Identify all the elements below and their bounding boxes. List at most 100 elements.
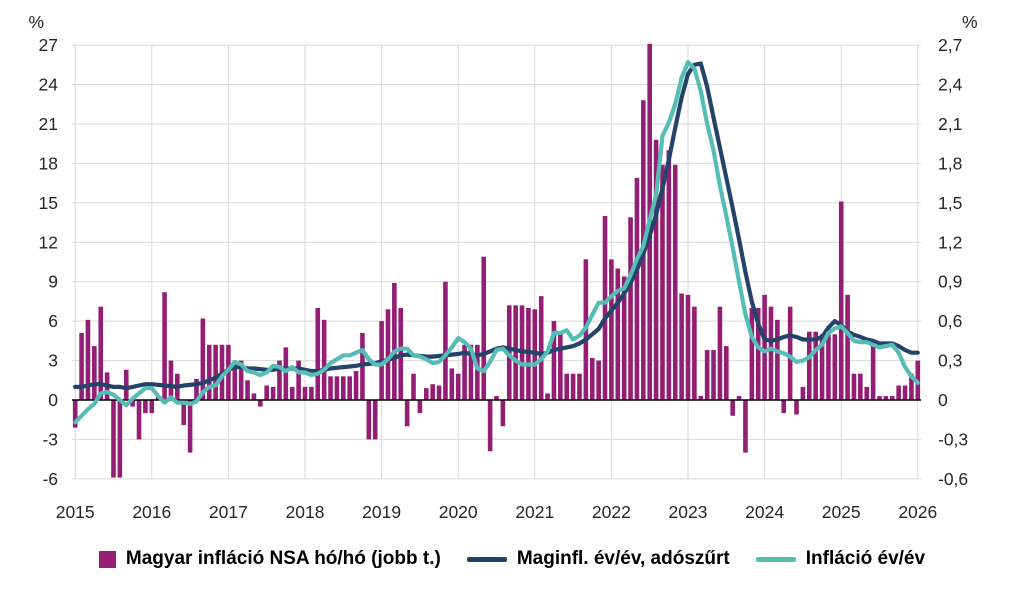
inflation-bar xyxy=(149,400,155,414)
inflation-bar xyxy=(232,360,238,400)
inflation-bar xyxy=(455,373,461,400)
inflation-bar xyxy=(372,400,378,440)
inflation-bar xyxy=(685,294,691,400)
core-line-swatch xyxy=(466,556,507,562)
inflation-bar xyxy=(251,393,257,400)
inflation-bar xyxy=(711,350,716,400)
inflation-bar xyxy=(679,293,684,400)
inflation-bar xyxy=(781,400,787,414)
left-axis-tick: 6 xyxy=(48,311,58,331)
inflation-bar xyxy=(347,376,352,400)
inflation-bar xyxy=(883,396,889,400)
inflation-bar xyxy=(315,307,321,400)
inflation-bar xyxy=(245,380,250,400)
inflation-bar xyxy=(187,400,193,453)
inflation-bar xyxy=(302,386,308,400)
inflation-bar xyxy=(423,388,429,400)
left-axis-tick: 12 xyxy=(39,232,58,252)
x-axis-year-label: 2018 xyxy=(286,502,325,522)
inflation-bar xyxy=(123,369,129,400)
inflation-bar xyxy=(385,309,391,400)
left-axis-tick: 18 xyxy=(39,153,58,173)
inflation-bar xyxy=(909,373,914,400)
inflation-bar xyxy=(602,215,608,400)
inflation-bar xyxy=(72,400,78,428)
inflation-bar xyxy=(392,283,397,400)
inflation-bar xyxy=(545,393,550,400)
inflation-bar xyxy=(98,306,104,400)
left-axis-tick: 9 xyxy=(48,272,58,292)
x-axis-year-label: 2024 xyxy=(745,502,784,522)
left-axis-tick: 21 xyxy=(39,114,58,134)
inflation-bar xyxy=(755,307,761,400)
x-axis-year-label: 2023 xyxy=(669,502,708,522)
inflation-bar xyxy=(117,400,123,478)
inflation-bar xyxy=(577,373,582,400)
inflation-bar xyxy=(481,256,487,400)
inflation-bar xyxy=(500,400,506,427)
inflation-bar xyxy=(487,400,493,452)
inflation-bar xyxy=(787,306,793,400)
x-axis-year-label: 2022 xyxy=(592,502,631,522)
inflation-bar xyxy=(436,385,442,400)
inflation-bar xyxy=(411,373,416,400)
left-axis-unit: % xyxy=(28,12,44,32)
inflation-bar xyxy=(666,150,672,400)
inflation-bar xyxy=(238,360,244,400)
inflation-bar xyxy=(845,294,850,400)
x-axis-year-label: 2017 xyxy=(209,502,248,522)
legend-item-headline[interactable]: Infláció év/év xyxy=(755,548,925,570)
inflation-bar xyxy=(475,344,480,400)
left-axis-tick: -6 xyxy=(42,469,58,489)
inflation-bar xyxy=(762,294,767,400)
inflation-bar xyxy=(819,334,825,400)
inflation-bar xyxy=(858,373,863,400)
inflation-bar xyxy=(200,318,206,400)
inflation-bar xyxy=(309,386,314,400)
right-axis-tick: 0,6 xyxy=(938,311,962,331)
inflation-bar xyxy=(730,400,735,416)
inflation-bar xyxy=(79,332,84,400)
inflation-bar xyxy=(806,331,812,400)
right-axis-tick: 2,7 xyxy=(938,35,962,55)
inflation-bar xyxy=(877,396,882,400)
inflation-bar xyxy=(889,396,895,400)
left-axis-tick: 24 xyxy=(39,75,59,95)
x-axis-year-label: 2015 xyxy=(56,502,95,522)
inflation-bar xyxy=(366,400,372,440)
inflation-bar xyxy=(768,306,774,400)
x-axis-year-label: 2026 xyxy=(898,502,937,522)
legend-item-bars[interactable]: Magyar infláció NSA hó/hó (jobb t.) xyxy=(98,548,441,570)
inflation-bar xyxy=(443,281,448,400)
inflation-bar xyxy=(494,396,499,400)
right-axis-tick: -0,6 xyxy=(938,469,968,489)
inflation-bar xyxy=(775,319,780,400)
inflation-bar xyxy=(538,296,544,400)
x-axis-year-label: 2016 xyxy=(132,502,171,522)
left-axis-tick: 27 xyxy=(39,35,58,55)
inflation-bar xyxy=(277,360,282,400)
inflation-bar xyxy=(870,339,876,400)
inflation-bar xyxy=(692,306,697,400)
inflation-bar xyxy=(143,400,148,414)
left-axis-tick: 15 xyxy=(39,193,58,213)
inflation-bar xyxy=(181,400,187,425)
inflation-bar xyxy=(851,373,857,400)
legend-item-core[interactable]: Maginfl. év/év, adószűrt xyxy=(466,548,730,570)
inflation-bar xyxy=(136,400,142,440)
inflation-bar xyxy=(551,321,557,400)
inflation-bar xyxy=(130,400,135,407)
inflation-bar xyxy=(794,400,799,415)
inflation-bar xyxy=(258,400,263,407)
inflation-bar xyxy=(724,346,729,400)
inflation-bar xyxy=(468,344,474,400)
legend-label-bars: Magyar infláció NSA hó/hó (jobb t.) xyxy=(125,548,441,569)
inflation-bar xyxy=(417,400,423,414)
left-axis-tick: 0 xyxy=(48,390,58,410)
inflation-bar xyxy=(462,344,467,400)
x-axis-year-label: 2020 xyxy=(439,502,478,522)
right-axis-tick: 0,9 xyxy=(938,272,962,292)
inflation-bar xyxy=(704,350,710,400)
